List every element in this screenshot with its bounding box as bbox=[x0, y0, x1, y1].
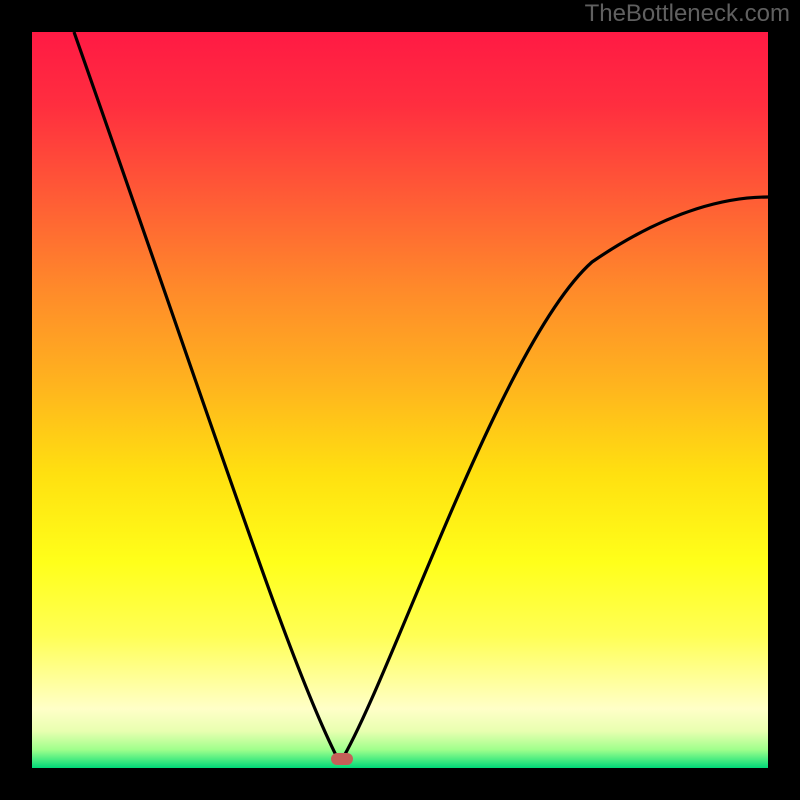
curve-right-branch bbox=[340, 197, 768, 763]
minimum-marker bbox=[331, 753, 353, 765]
watermark-text: TheBottleneck.com bbox=[585, 0, 790, 28]
bottleneck-curve bbox=[32, 32, 768, 768]
chart-container: TheBottleneck.com bbox=[0, 0, 800, 800]
curve-left-branch bbox=[74, 32, 340, 763]
plot-area bbox=[32, 32, 768, 768]
